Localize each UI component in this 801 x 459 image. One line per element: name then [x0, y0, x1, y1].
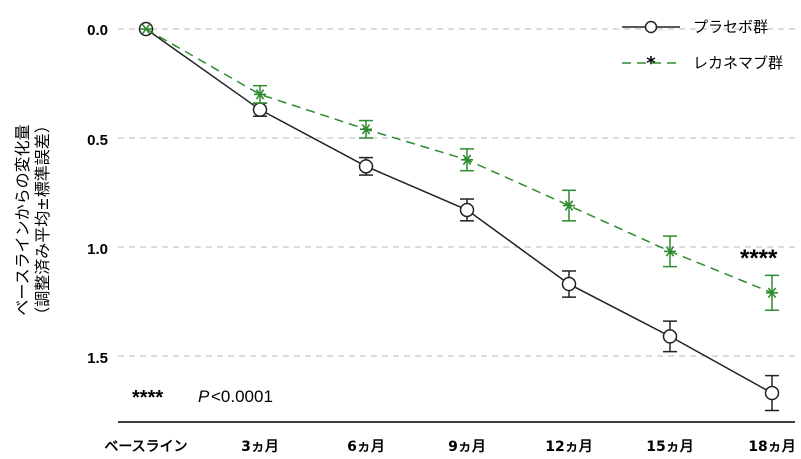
series-line: [145, 28, 773, 294]
series-lecanemab: [140, 23, 779, 311]
x-tick-label: 12ヵ月: [545, 439, 592, 455]
data-point-stroke: [255, 89, 265, 100]
y-axis-title-line2: （調整済み平均±標準誤差）: [33, 117, 52, 322]
x-tick-label: ベースライン: [104, 439, 187, 455]
y-tick-label: 0.0: [87, 22, 108, 39]
data-point: [254, 89, 266, 100]
x-tick-label: 18ヵ月: [748, 439, 795, 455]
x-tick-label: 15ヵ月: [646, 439, 693, 455]
data-point: [563, 200, 575, 211]
legend-marker-placebo: [644, 20, 658, 34]
data-point-stroke: [767, 287, 777, 299]
data-point: [459, 202, 475, 218]
data-point: [766, 287, 778, 299]
data-point: [662, 329, 678, 344]
data-point-stroke: [564, 200, 574, 211]
p-value-note: **** P <0.0001: [132, 387, 273, 409]
data-point: [140, 23, 152, 35]
legend-item-lecanemab: * レカネマブ群: [622, 53, 783, 74]
data-point-stroke: [361, 124, 371, 135]
legend-marker-lecanemab: *: [646, 53, 656, 74]
data-point-stroke: [462, 154, 472, 166]
data-point: [561, 276, 577, 292]
x-tick-labels: ベースライン 3ヵ月 6ヵ月 9ヵ月 12ヵ月 15ヵ月 18ヵ月: [104, 439, 795, 455]
data-point: [764, 385, 780, 401]
legend-label-lecanemab: レカネマブ群: [693, 54, 783, 72]
p-value-stars: ****: [132, 387, 163, 409]
data-point: [360, 124, 372, 135]
series-layer: [138, 21, 780, 412]
y-axis-title-line1: ベースラインからの変化量: [13, 124, 32, 315]
data-point: [252, 102, 268, 117]
y-tick-label: 1.5: [87, 350, 108, 367]
legend-item-placebo: プラセボ群: [622, 18, 768, 36]
x-tick-label: 6ヵ月: [347, 439, 385, 455]
data-point: [461, 154, 473, 166]
data-point: [664, 246, 676, 257]
y-tick-label: 0.5: [87, 132, 108, 149]
y-axis-title: ベースラインからの変化量 （調整済み平均±標準誤差）: [13, 117, 52, 322]
y-tick-labels: 0.0 0.5 1.0 1.5: [87, 22, 108, 367]
grid-lines: [118, 28, 795, 357]
x-tick-label: 9ヵ月: [448, 439, 486, 455]
significance-marker: ****: [740, 245, 778, 272]
series-placebo: [138, 21, 780, 412]
data-point: [358, 159, 374, 174]
legend-label-placebo: プラセボ群: [693, 18, 768, 36]
y-tick-label: 1.0: [87, 241, 108, 258]
x-tick-label: 3ヵ月: [241, 439, 279, 455]
data-point-stroke: [141, 23, 151, 35]
data-point-stroke: [665, 246, 675, 257]
legend: プラセボ群 * レカネマブ群: [622, 18, 783, 74]
p-value-text: <0.0001: [211, 387, 273, 406]
p-value-label: P: [198, 387, 210, 406]
